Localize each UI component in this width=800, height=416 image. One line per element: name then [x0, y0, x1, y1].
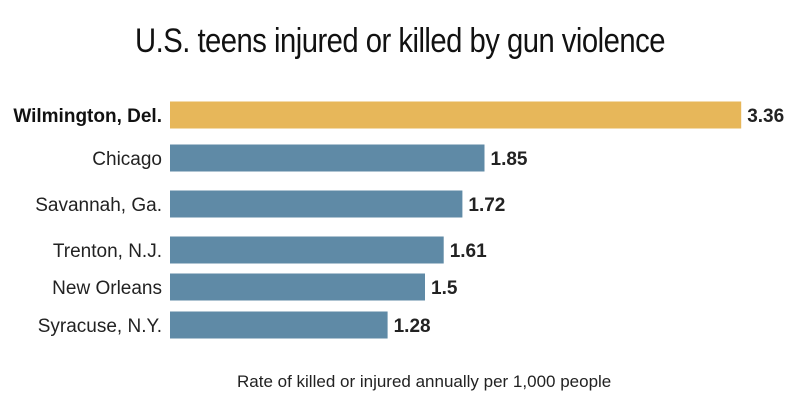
category-label-new-orleans: New Orleans [52, 278, 162, 299]
value-label-trenton-n-j: 1.61 [450, 241, 487, 262]
bar-trenton-n-j [170, 236, 444, 264]
category-label-savannah-ga: Savannah, Ga. [35, 195, 162, 216]
value-label-new-orleans: 1.5 [431, 278, 458, 299]
value-label-savannah-ga: 1.72 [468, 195, 505, 216]
category-label-syracuse-n-y: Syracuse, N.Y. [38, 316, 162, 337]
value-label-wilmington-del: 3.36 [747, 106, 784, 127]
x-axis-label: Rate of killed or injured annually per 1… [237, 372, 612, 391]
value-label-syracuse-n-y: 1.28 [394, 316, 431, 337]
bar-chicago [170, 144, 485, 172]
chart-title: U.S. teens injured or killed by gun viol… [135, 22, 665, 60]
bar-savannah-ga [170, 190, 463, 218]
bar-syracuse-n-y [170, 311, 388, 339]
value-label-chicago: 1.85 [491, 149, 528, 170]
bar-wilmington-del [170, 101, 742, 129]
category-label-wilmington-del: Wilmington, Del. [13, 106, 162, 127]
bar-new-orleans [170, 273, 425, 301]
category-label-chicago: Chicago [92, 149, 162, 170]
category-label-trenton-n-j: Trenton, N.J. [53, 241, 162, 262]
